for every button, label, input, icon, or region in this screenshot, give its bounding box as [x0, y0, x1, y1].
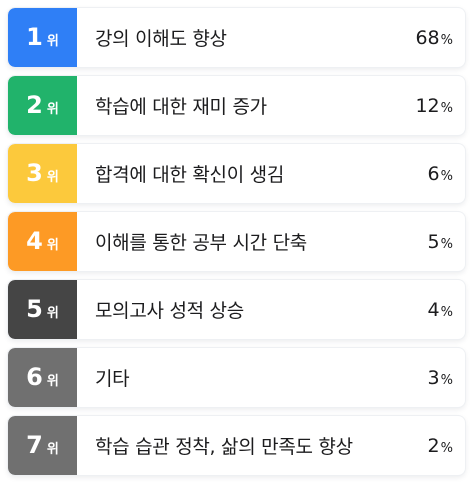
rank-badge-7: 7 위 [8, 416, 77, 475]
percent-value: 6 [427, 162, 440, 185]
rank-badge-6: 6 위 [8, 348, 77, 407]
rank-badge-2: 2 위 [8, 76, 77, 135]
rank-number: 6 [26, 363, 43, 391]
ranking-row-5: 5 위 모의고사 성적 상승 4 % [8, 280, 465, 339]
ranking-percent: 5 % [428, 231, 465, 253]
ranking-row-3: 3 위 합격에 대한 확신이 생김 6 % [8, 144, 465, 203]
ranking-row-1: 1 위 강의 이해도 향상 68 % [8, 8, 465, 67]
rank-suffix: 위 [46, 442, 59, 457]
ranking-percent: 2 % [428, 435, 465, 457]
percent-value: 4 [427, 298, 440, 321]
percent-value: 5 [427, 230, 440, 253]
percent-unit: % [440, 100, 453, 116]
rank-number: 3 [26, 159, 43, 187]
rank-number: 2 [26, 91, 43, 119]
ranking-percent: 4 % [428, 299, 465, 321]
rank-number: 7 [26, 431, 43, 459]
rank-number: 5 [26, 295, 43, 323]
rank-badge-1: 1 위 [8, 8, 77, 67]
rank-suffix: 위 [46, 374, 59, 389]
ranking-row-6: 6 위 기타 3 % [8, 348, 465, 407]
percent-unit: % [440, 168, 453, 184]
rank-suffix: 위 [46, 170, 59, 185]
ranking-label: 강의 이해도 향상 [95, 28, 227, 50]
ranking-label: 학습에 대한 재미 증가 [95, 96, 267, 118]
percent-value: 2 [427, 434, 440, 457]
ranking-row-2: 2 위 학습에 대한 재미 증가 12 % [8, 76, 465, 135]
ranking-row-7: 7 위 학습 습관 정착, 삶의 만족도 향상 2 % [8, 416, 465, 475]
ranking-label: 이해를 통한 공부 시간 단축 [95, 232, 307, 254]
ranking-label: 학습 습관 정착, 삶의 만족도 향상 [95, 436, 353, 458]
percent-value: 12 [415, 94, 440, 117]
percent-unit: % [440, 236, 453, 252]
rank-number: 4 [26, 227, 43, 255]
rank-suffix: 위 [46, 306, 59, 321]
rank-badge-3: 3 위 [8, 144, 77, 203]
rank-suffix: 위 [46, 238, 59, 253]
ranking-percent: 68 % [415, 27, 465, 49]
rank-badge-4: 4 위 [8, 212, 77, 271]
ranking-label: 기타 [95, 368, 130, 390]
rank-suffix: 위 [46, 34, 59, 49]
percent-unit: % [440, 304, 453, 320]
percent-unit: % [440, 440, 453, 456]
percent-value: 68 [415, 26, 440, 49]
ranking-label: 합격에 대한 확신이 생김 [95, 164, 285, 186]
percent-unit: % [440, 372, 453, 388]
ranking-percent: 3 % [428, 367, 465, 389]
ranking-percent: 6 % [428, 163, 465, 185]
percent-value: 3 [427, 366, 440, 389]
ranking-percent: 12 % [415, 95, 465, 117]
rank-suffix: 위 [46, 102, 59, 117]
rank-badge-5: 5 위 [8, 280, 77, 339]
ranking-label: 모의고사 성적 상승 [95, 300, 244, 322]
percent-unit: % [440, 32, 453, 48]
rank-number: 1 [26, 23, 43, 51]
ranking-row-4: 4 위 이해를 통한 공부 시간 단축 5 % [8, 212, 465, 271]
